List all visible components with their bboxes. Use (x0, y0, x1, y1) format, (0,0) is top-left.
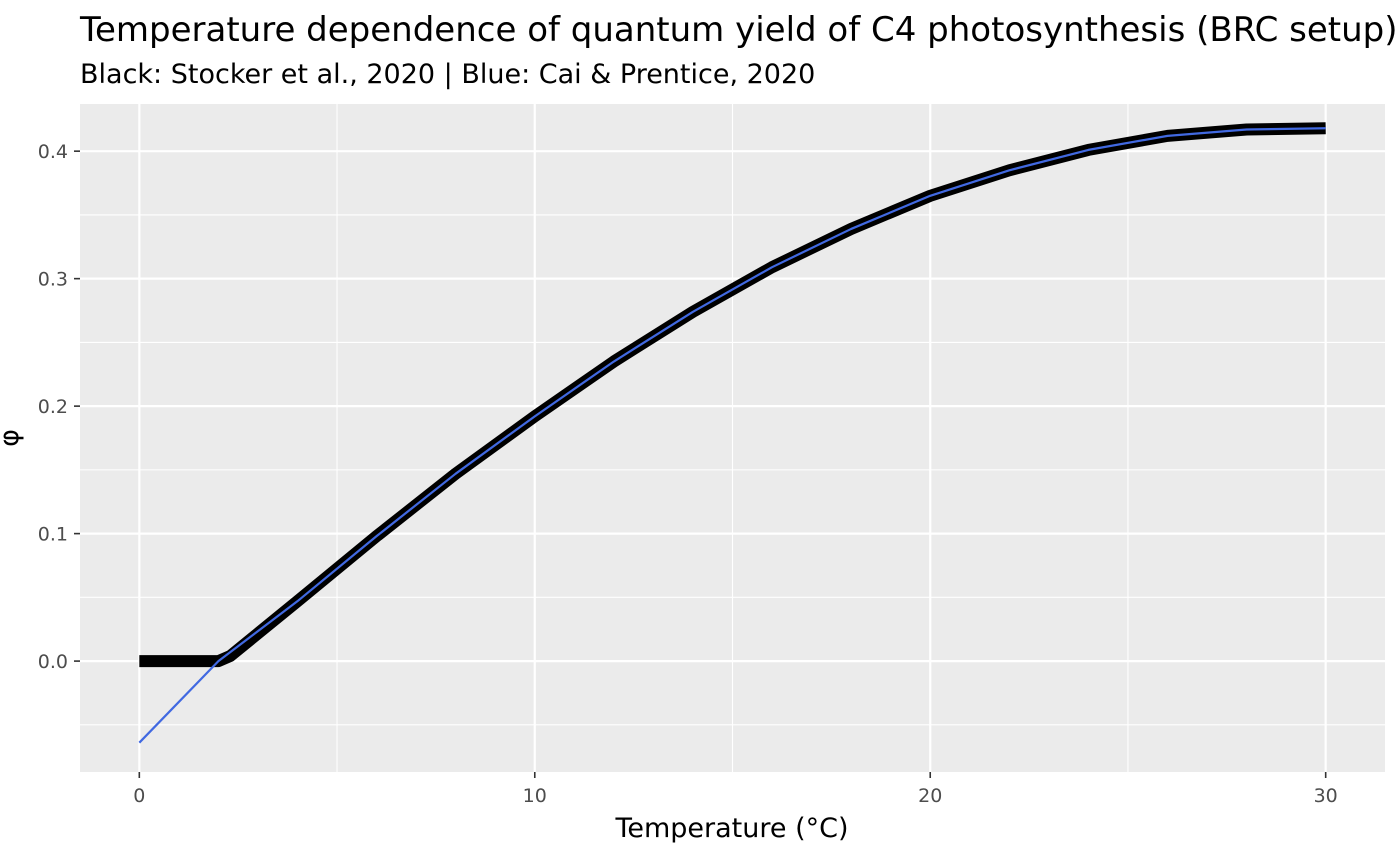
y-tick-label: 0.2 (38, 396, 68, 418)
chart-subtitle: Black: Stocker et al., 2020 | Blue: Cai … (80, 59, 815, 90)
x-tick-label: 20 (918, 785, 942, 807)
y-axis-title: φ (0, 429, 25, 447)
x-tick-label: 10 (523, 785, 547, 807)
x-axis-title: Temperature (°C) (614, 813, 848, 844)
x-tick-label: 30 (1314, 785, 1338, 807)
y-tick-label: 0.1 (38, 524, 68, 546)
y-tick-label: 0.3 (38, 269, 68, 291)
series-line-blue (138, 127, 1326, 744)
y-tick-label: 0.4 (38, 141, 68, 163)
chart-title: Temperature dependence of quantum yield … (79, 10, 1398, 50)
series-lines (138, 122, 1326, 744)
grid-lines (80, 104, 1385, 772)
x-tick-label: 0 (133, 785, 145, 807)
y-tick-label: 0.0 (38, 651, 68, 673)
axis-ticks: 0 10 20 30 0.0 0.1 0.2 0.3 0.4 (38, 141, 1338, 807)
